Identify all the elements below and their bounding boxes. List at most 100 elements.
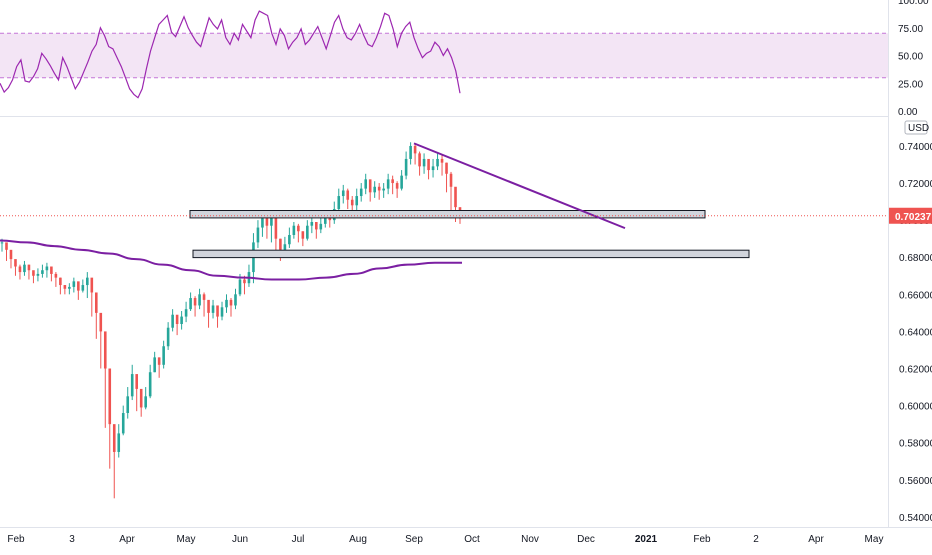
time-tick-label: Dec xyxy=(577,534,595,545)
candle xyxy=(315,222,318,239)
candle xyxy=(157,357,161,378)
candle xyxy=(198,288,201,310)
candle xyxy=(189,292,192,312)
candle-body xyxy=(355,196,359,206)
candle xyxy=(180,311,183,330)
candle-body xyxy=(323,216,327,224)
candle-body xyxy=(449,173,453,187)
last-price-tag: 0.70237 xyxy=(889,207,932,224)
candle xyxy=(45,262,49,278)
candle-body xyxy=(386,179,390,189)
last-price-tag-label: 0.70237 xyxy=(895,212,932,223)
candle xyxy=(36,268,40,282)
candle-body xyxy=(409,145,412,159)
candle xyxy=(440,155,444,176)
candle xyxy=(23,260,26,276)
trendline[interactable] xyxy=(413,142,626,230)
candle xyxy=(50,266,53,282)
candle-body xyxy=(418,153,421,167)
candle-body xyxy=(337,196,341,210)
candle xyxy=(400,170,403,191)
price-axis[interactable]: 0.740000.720000.700000.680000.660000.640… xyxy=(889,142,932,524)
candle-body xyxy=(440,158,444,163)
candle xyxy=(68,283,71,295)
candle xyxy=(292,222,296,239)
time-tick-label: Nov xyxy=(521,534,539,545)
candle-body xyxy=(265,218,269,226)
candle xyxy=(126,387,130,419)
candle-body xyxy=(81,285,85,291)
candle-body xyxy=(193,298,197,306)
candle-body xyxy=(41,270,44,274)
candle-body xyxy=(382,188,385,191)
candle xyxy=(144,387,147,410)
candle xyxy=(148,364,152,399)
candle xyxy=(220,301,224,321)
time-tick-label: 2 xyxy=(753,534,759,545)
candle-body xyxy=(153,357,156,373)
candle-body xyxy=(63,285,67,289)
candle-body xyxy=(180,316,183,324)
candle xyxy=(306,220,309,241)
candle-body xyxy=(404,158,408,176)
unit-badge: USD xyxy=(904,120,929,135)
time-tick-label: May xyxy=(177,534,196,545)
candle-body xyxy=(117,433,121,452)
candle-body xyxy=(216,305,219,317)
candle xyxy=(184,301,188,323)
candle-body xyxy=(162,346,165,365)
candle xyxy=(9,249,13,269)
candle-body xyxy=(14,259,17,267)
candle xyxy=(135,374,139,412)
candle xyxy=(391,175,394,195)
time-tick-label: Oct xyxy=(464,534,480,545)
candle-body xyxy=(86,277,89,286)
candle-body xyxy=(77,281,80,291)
candle-body xyxy=(279,238,282,250)
candle xyxy=(216,305,219,328)
currency-unit[interactable]: USD xyxy=(904,120,929,135)
candle-body xyxy=(54,273,58,278)
candle xyxy=(288,227,291,248)
candle xyxy=(108,368,112,469)
candle xyxy=(162,340,165,369)
candle xyxy=(207,299,210,328)
candle-body xyxy=(166,327,170,347)
time-tick-label: Jun xyxy=(232,534,248,545)
candle-body xyxy=(175,314,179,324)
candle xyxy=(63,285,67,295)
candle-body xyxy=(5,242,8,250)
candle-body xyxy=(144,396,147,408)
candle-body xyxy=(234,294,237,306)
candle xyxy=(310,216,314,234)
price-tick-label: 0.64000 xyxy=(899,327,932,338)
unit-badge-label: USD xyxy=(908,123,929,134)
candle-body xyxy=(243,279,246,284)
rsi-tick-label: 0.00 xyxy=(898,107,918,118)
rsi-line xyxy=(0,10,461,99)
candle-body xyxy=(198,294,201,306)
candle-body xyxy=(377,186,381,191)
candle xyxy=(18,264,22,280)
candle-body xyxy=(157,357,161,365)
candle xyxy=(5,242,8,261)
candle xyxy=(99,312,103,369)
candle xyxy=(427,158,430,180)
support-zones[interactable] xyxy=(189,210,750,259)
candle-body xyxy=(139,388,143,408)
candle xyxy=(404,151,408,180)
candle xyxy=(211,299,215,319)
time-tick-label: 3 xyxy=(69,534,75,545)
candle xyxy=(445,162,448,193)
time-axis[interactable]: Feb 3 Apr May Jun Jul Aug Sep Oct Nov Dec 2021 Feb 2 A… xyxy=(7,534,883,545)
candle xyxy=(364,173,368,195)
candle-body xyxy=(427,158,430,171)
candle xyxy=(27,264,31,280)
candle xyxy=(265,214,269,239)
candle xyxy=(139,388,143,417)
candle-body xyxy=(350,199,354,206)
candle xyxy=(121,405,125,436)
candle-body xyxy=(225,299,228,308)
